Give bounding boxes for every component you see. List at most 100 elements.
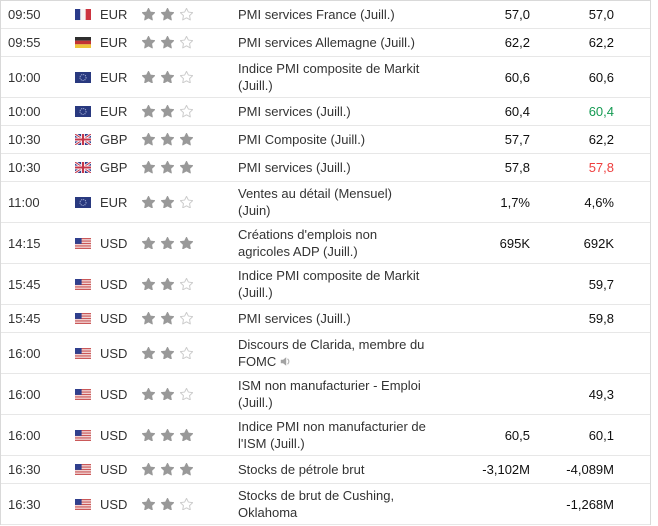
calendar-row: 10:00 EUR PMI services (Juill.) 60,4 60,4 — [1, 98, 650, 126]
star-filled-icon — [161, 236, 174, 250]
event-time: 15:45 — [8, 311, 41, 326]
flag-france-icon — [75, 9, 91, 20]
event-value-1: 60,5 — [504, 427, 530, 443]
currency-code: EUR — [100, 35, 128, 50]
event-time: 16:30 — [8, 496, 41, 512]
event-name[interactable]: Stocks de brut de Cushing, Oklahoma — [238, 488, 395, 520]
star-filled-icon — [161, 70, 174, 84]
star-filled-icon — [142, 161, 155, 174]
event-time: 16:00 — [8, 386, 41, 402]
star-filled-icon — [142, 277, 155, 291]
calendar-row: 16:00 USD ISM non manufacturier - Emploi (… — [1, 374, 650, 415]
importance-stars — [142, 195, 238, 209]
currency-code: EUR — [100, 69, 128, 85]
flag-united-kingdom-icon — [75, 134, 91, 145]
event-value-2: 692K — [583, 235, 614, 251]
event-time: 11:00 — [8, 194, 40, 210]
event-name[interactable]: Indice PMI composite de Markit (Juill.) — [238, 268, 420, 300]
calendar-row: 15:45 USD PMI services (Juill.) 59,8 — [1, 305, 650, 333]
currency-code: GBP — [100, 132, 128, 147]
event-value-2: -4,089M — [566, 462, 614, 477]
flag-united-states-icon — [75, 498, 91, 510]
star-filled-icon — [161, 195, 174, 209]
importance-stars — [142, 36, 238, 49]
star-filled-icon — [180, 161, 193, 174]
star-filled-icon — [180, 133, 193, 146]
event-value-2: 49,3 — [588, 386, 614, 402]
event-name[interactable]: PMI services France (Juill.) — [238, 7, 395, 22]
star-filled-icon — [142, 428, 155, 442]
calendar-row: 16:00 USD Discours de Clarida, membre du F… — [1, 333, 650, 374]
calendar-row: 15:45 USD Indice PMI composite de Markit (… — [1, 264, 650, 305]
flag-european-union-icon — [75, 106, 91, 117]
star-filled-icon — [142, 312, 155, 325]
calendar-row: 14:15 USD Créations d'emplois non agricole… — [1, 223, 650, 264]
star-filled-icon — [161, 105, 174, 118]
star-filled-icon — [142, 70, 155, 84]
calendar-row: 09:55 EUR PMI services Allemagne (Juill.) 6… — [1, 29, 650, 57]
event-value-1: 57,0 — [504, 7, 530, 22]
currency-code: USD — [100, 345, 128, 361]
flag-united-states-icon — [75, 313, 91, 324]
star-empty-icon — [180, 277, 193, 291]
star-filled-icon — [142, 463, 155, 476]
flag-united-kingdom-icon — [75, 162, 91, 173]
currency-code: EUR — [100, 104, 128, 119]
currency-code: USD — [100, 462, 128, 477]
flag-united-states-icon — [75, 237, 91, 249]
star-empty-icon — [180, 346, 193, 360]
event-value-1: -3,102M — [482, 462, 530, 477]
event-value-2: 62,2 — [588, 35, 614, 50]
currency-code: USD — [100, 386, 128, 402]
event-value-2: 57,8 — [588, 160, 614, 175]
calendar-row: 16:30 USD Stocks de brut de Cushing, Oklah… — [1, 484, 650, 525]
currency-code: USD — [100, 276, 128, 292]
event-name[interactable]: Stocks de pétrole brut — [238, 462, 365, 477]
event-name[interactable]: Créations d'emplois non agricoles ADP (J… — [238, 227, 378, 259]
event-name[interactable]: PMI services (Juill.) — [238, 160, 351, 175]
star-filled-icon — [142, 133, 155, 146]
importance-stars — [142, 497, 238, 511]
event-value-1: 695K — [499, 235, 530, 251]
event-time: 14:15 — [8, 235, 41, 251]
calendar-row: 11:00 EUR Ventes au détail (Mensuel) (Juin… — [1, 182, 650, 223]
calendar-row: 16:30 USD Stocks de pétrole brut -3,102M -4,… — [1, 456, 650, 484]
calendar-row: 10:30 GBP PMI Composite (Juill.) 57,7 62,2 — [1, 126, 650, 154]
star-filled-icon — [161, 36, 174, 49]
star-filled-icon — [142, 346, 155, 360]
flag-european-union-icon — [75, 196, 91, 208]
event-name[interactable]: Indice PMI composite de Markit (Juill.) — [238, 61, 420, 93]
importance-stars — [142, 428, 238, 442]
event-name[interactable]: PMI services (Juill.) — [238, 311, 351, 326]
star-filled-icon — [142, 8, 155, 21]
event-value-2: 57,0 — [588, 7, 614, 22]
star-filled-icon — [161, 346, 174, 360]
event-value-2: 4,6% — [584, 194, 614, 210]
star-filled-icon — [161, 463, 174, 476]
event-time: 16:30 — [8, 462, 41, 477]
event-name[interactable]: ISM non manufacturier - Emploi (Juill.) — [238, 378, 421, 410]
currency-code: USD — [100, 427, 128, 443]
event-name[interactable]: Ventes au détail (Mensuel) (Juin) — [238, 186, 392, 218]
star-empty-icon — [180, 36, 193, 49]
event-name[interactable]: PMI services (Juill.) — [238, 104, 351, 119]
star-filled-icon — [161, 312, 174, 325]
event-name[interactable]: Discours de Clarida, membre du FOMC — [238, 337, 425, 369]
event-value-1: 60,4 — [504, 104, 530, 119]
star-filled-icon — [142, 105, 155, 118]
calendar-row: 16:00 USD Indice PMI non manufacturier de … — [1, 415, 650, 456]
event-time: 10:00 — [8, 104, 41, 119]
star-filled-icon — [142, 387, 155, 401]
event-name[interactable]: Indice PMI non manufacturier de l'ISM (J… — [238, 419, 426, 451]
flag-european-union-icon — [75, 71, 91, 83]
event-name[interactable]: PMI Composite (Juill.) — [238, 132, 366, 147]
event-name[interactable]: PMI services Allemagne (Juill.) — [238, 35, 415, 50]
event-time: 15:45 — [8, 276, 41, 292]
event-time: 09:50 — [8, 7, 41, 22]
calendar-row: 09:50 EUR PMI services France (Juill.) 57,0… — [1, 1, 650, 29]
currency-code: USD — [100, 496, 128, 512]
currency-code: USD — [100, 311, 128, 326]
star-filled-icon — [161, 8, 174, 21]
star-filled-icon — [161, 428, 174, 442]
